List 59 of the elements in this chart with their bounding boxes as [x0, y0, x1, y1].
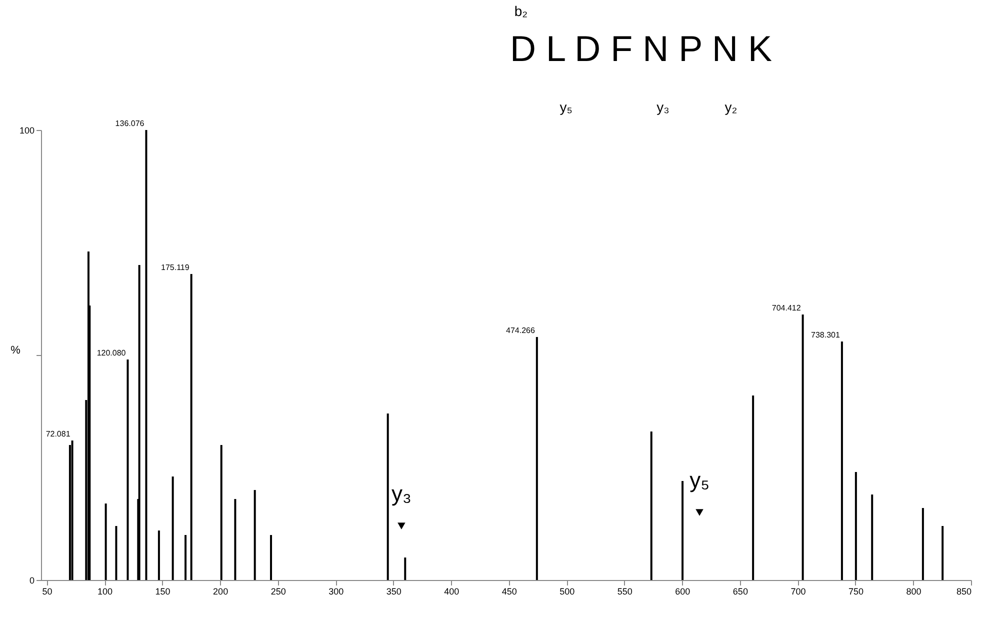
bar [404, 558, 406, 580]
x-tick-label: 500 [560, 586, 575, 596]
x-tick-label: 450 [502, 586, 517, 596]
x-tick-label: 800 [906, 586, 922, 596]
annotation: 738.301 [811, 330, 840, 340]
bar [220, 445, 222, 580]
x-tick-label: 750 [848, 586, 864, 596]
bar [234, 499, 236, 580]
annotation: 175.119 [160, 263, 190, 272]
bar [871, 494, 874, 580]
bar [854, 472, 857, 580]
y-axis-title: % [10, 344, 21, 356]
text: y₅ [560, 99, 572, 115]
text: D L D F N P N K [510, 28, 772, 69]
bar [145, 130, 148, 580]
x-tick-label: 350 [386, 586, 402, 596]
annotation: 704.412 [772, 304, 802, 312]
x-tick-label: 400 [444, 586, 460, 596]
x-tick-label: 650 [732, 586, 748, 596]
bar [190, 274, 192, 580]
bar [115, 526, 118, 580]
x-tick-label: 150 [155, 586, 170, 596]
bar [126, 360, 129, 580]
bar [650, 432, 652, 580]
x-tick-label: 550 [617, 586, 632, 596]
x-tick-label: 600 [675, 586, 690, 596]
text: y₂ [724, 99, 738, 115]
x-tick-label: 250 [270, 586, 286, 596]
annotation: 474.266 [506, 326, 536, 335]
bar [682, 481, 684, 580]
annotation: y₃ [391, 481, 412, 506]
annotation: y₅ [690, 468, 710, 492]
bar [752, 396, 754, 580]
text: b₂ [514, 3, 528, 19]
bar [158, 530, 160, 580]
text: y₃ [656, 99, 670, 115]
bar [104, 504, 107, 580]
bar [802, 314, 804, 580]
bar [71, 440, 74, 580]
annotation: 72.081 [46, 430, 71, 438]
bar [254, 490, 256, 580]
x-tick-label: 100 [98, 586, 113, 596]
x-tick-label: 200 [213, 586, 228, 596]
bar [386, 414, 389, 580]
bar [922, 508, 924, 580]
x-tick-label: 50 [42, 586, 52, 596]
x-tick-label: 700 [790, 586, 806, 596]
x-tick-label: 850 [956, 586, 972, 596]
annotation: 136.076 [115, 119, 145, 128]
bar [942, 526, 944, 580]
bar [270, 535, 272, 580]
annotation: 120.080 [96, 348, 126, 358]
bar [840, 342, 843, 580]
bar [172, 476, 174, 580]
bar [184, 535, 187, 580]
bar [536, 337, 538, 580]
y-tick-label: 0 [29, 576, 34, 586]
x-tick-label: 300 [328, 586, 344, 596]
bar [138, 265, 140, 580]
